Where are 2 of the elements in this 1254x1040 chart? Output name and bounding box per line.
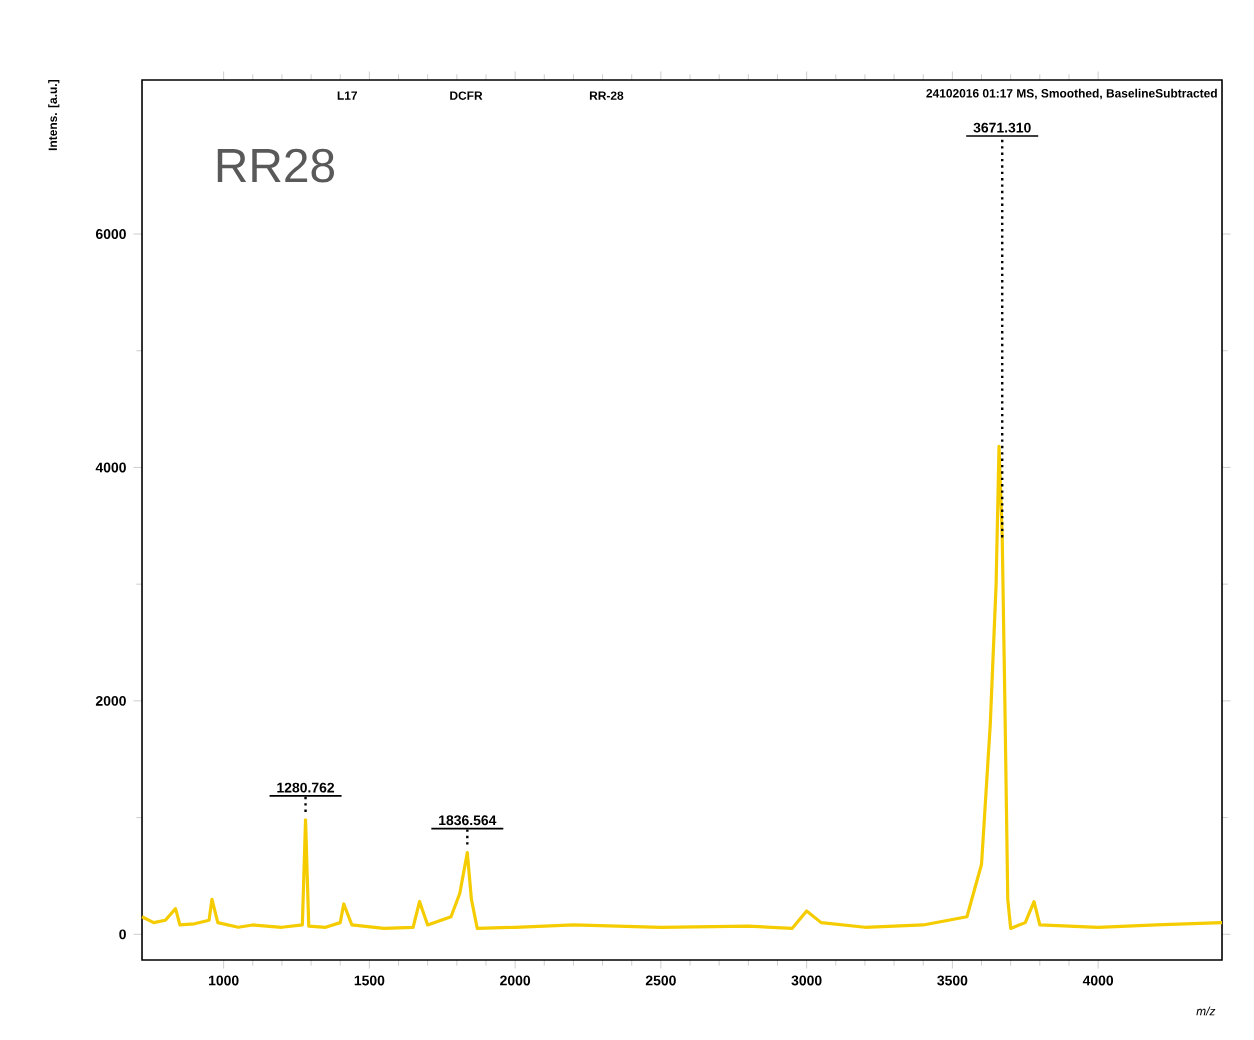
line-series (140, 444, 1224, 931)
text: RR28 (217, 148, 334, 183)
